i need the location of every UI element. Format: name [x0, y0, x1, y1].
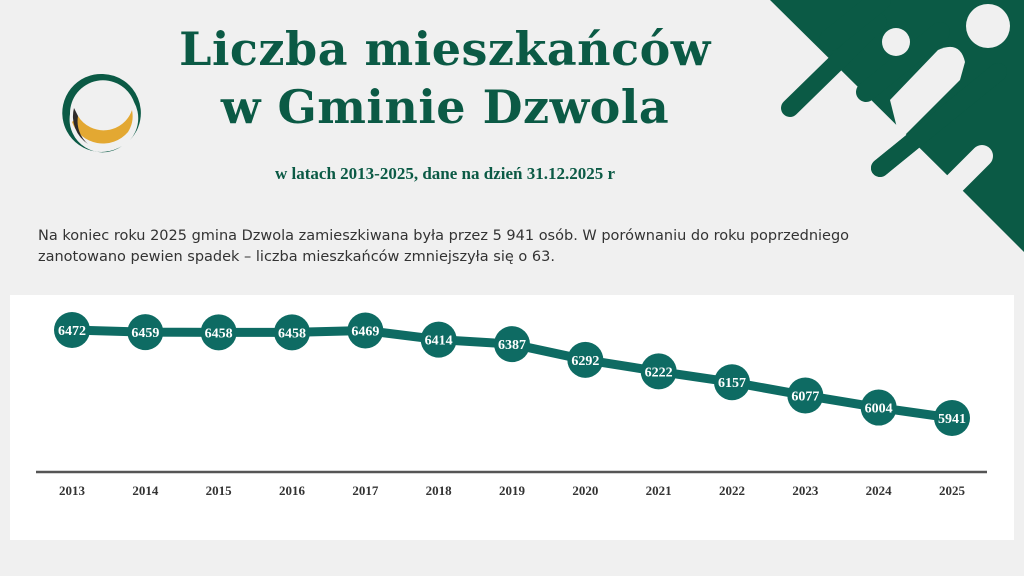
data-point-marker — [274, 314, 310, 351]
data-point-marker — [127, 314, 164, 351]
data-point-marker — [494, 326, 530, 363]
chart-panel: 6472 2013 6459 2014 6458 2015 6458 2016 6469 2017… — [10, 295, 1014, 540]
x-tick-label: 2016 — [279, 483, 306, 498]
x-tick-label: 2019 — [499, 483, 526, 498]
data-point-marker — [787, 377, 824, 414]
data-point-label: 6157 — [718, 376, 746, 391]
data-point-label: 6387 — [498, 338, 526, 353]
x-tick-label: 2021 — [646, 483, 672, 498]
data-point-label: 6004 — [865, 402, 893, 417]
x-tick-label: 2018 — [426, 483, 453, 498]
x-tick-label: 2023 — [792, 483, 819, 498]
title-line-2: w Gminie Dzwola — [220, 80, 670, 134]
x-tick-label: 2022 — [719, 483, 745, 498]
x-tick-label: 2025 — [939, 483, 966, 498]
diagonal-stripes-decoration-icon — [770, 0, 1024, 252]
title-line-1: Liczba mieszkańców — [179, 22, 711, 76]
data-point-marker — [860, 389, 897, 426]
data-point-marker — [200, 314, 237, 351]
data-point-marker — [54, 312, 90, 348]
data-point-marker — [347, 312, 384, 349]
x-tick-label: 2015 — [206, 483, 233, 498]
page-title: Liczba mieszkańców w Gminie Dzwola — [150, 20, 740, 136]
data-point-label: 6458 — [278, 326, 306, 341]
data-point-label: 6222 — [645, 365, 673, 380]
data-point-label: 6469 — [351, 324, 379, 339]
line-chart: 6472 2013 6459 2014 6458 2015 6458 2016 6469 2017… — [36, 312, 987, 498]
data-point-label: 6459 — [131, 326, 159, 341]
data-point-label: 6458 — [205, 326, 233, 341]
data-point-label: 6414 — [425, 334, 453, 349]
data-point-marker — [714, 364, 750, 401]
data-point-label: 5941 — [938, 412, 966, 427]
data-point-marker — [420, 321, 457, 358]
data-point-label: 6472 — [58, 324, 86, 339]
logo-icon — [62, 73, 141, 153]
page-subtitle: w latach 2013-2025, dane na dzień 31.12.… — [275, 164, 615, 183]
data-point-label: 6077 — [791, 389, 819, 404]
x-tick-label: 2017 — [352, 483, 379, 498]
data-point-marker — [567, 341, 604, 378]
data-point-label: 6292 — [571, 354, 599, 369]
data-point-marker — [934, 400, 970, 436]
description-line-1: Na koniec roku 2025 gmina Dzwola zamiesz… — [38, 228, 850, 244]
x-tick-label: 2020 — [572, 483, 598, 498]
x-tick-label: 2014 — [132, 483, 159, 498]
x-tick-label: 2024 — [866, 483, 893, 498]
data-point-marker — [640, 353, 677, 390]
description-text: Na koniec roku 2025 gmina Dzwola zamiesz… — [38, 226, 978, 268]
description-line-2: zanotowano pewien spadek – liczba mieszk… — [38, 249, 555, 265]
x-tick-label: 2013 — [59, 483, 86, 498]
